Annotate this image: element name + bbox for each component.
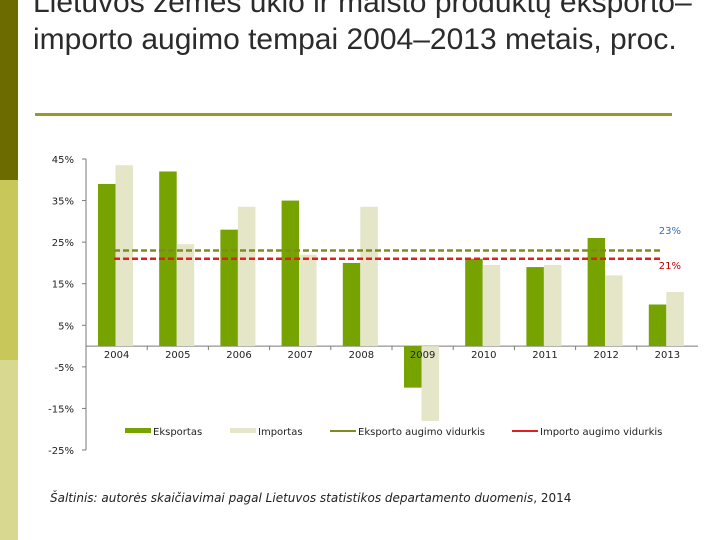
y-tick-label: -5% [55,363,74,374]
avg-label-import: 21% [659,261,681,272]
bar-eksportas-2006 [220,229,238,347]
source-year: , 2014 [533,491,572,505]
source-note: Šaltinis: autorės skaičiavimai pagal Lie… [50,491,571,505]
bar-eksportas-2010 [465,258,483,347]
bar-importas-2013 [666,292,684,347]
side-bar-dark [0,0,18,180]
bar-importas-2009 [421,346,439,421]
legend-label-export-avg: Eksporto augimo vidurkis [358,427,485,438]
bar-eksportas-2007 [281,200,300,347]
bar-eksportas-2009 [404,346,422,388]
avg-label-export: 23% [659,226,681,237]
bar-eksportas-2012 [587,237,606,347]
x-tick-label: 2013 [655,350,680,361]
legend-swatch-import [230,428,256,433]
legend-label-import-avg: Importo augimo vidurkis [540,427,662,438]
bar-importas-2012 [605,275,623,347]
x-tick-label: 2012 [593,350,618,361]
source-text: Šaltinis: autorės skaičiavimai pagal Lie… [50,491,534,505]
legend-label-export: Eksportas [153,427,202,438]
bar-eksportas-2008 [342,262,361,347]
y-tick-label: -25% [48,446,74,457]
y-tick-label: 35% [52,197,74,208]
bar-eksportas-2013 [648,304,667,347]
bar-importas-2004 [115,165,133,347]
y-tick-label: 45% [52,155,74,166]
x-tick-label: 2011 [532,350,557,361]
bar-importas-2008 [360,206,378,347]
bar-eksportas-2005 [159,171,177,347]
y-tick-label: -15% [48,404,74,415]
x-tick-label: 2007 [287,350,312,361]
x-tick-label: 2005 [165,350,190,361]
side-bar-mid [0,180,18,360]
bar-importas-2011 [543,265,562,347]
bar-importas-2010 [482,265,501,347]
x-tick-label: 2006 [226,350,251,361]
side-bar-light [0,360,18,540]
legend-swatch-export [125,428,151,433]
title-underline [35,113,672,116]
x-tick-label: 2004 [104,350,129,361]
y-tick-label: 15% [52,280,74,291]
x-tick-label: 2008 [349,350,374,361]
bar-eksportas-2011 [526,267,544,347]
y-tick-label: 25% [52,238,74,249]
x-tick-label: 2010 [471,350,496,361]
bar-eksportas-2004 [98,183,116,347]
slide-title: Lietuvos žemės ūkio ir maisto produktų e… [33,0,692,56]
x-tick-label: 2009 [410,350,435,361]
bar-importas-2006 [237,206,256,347]
legend-label-import: Importas [258,427,303,438]
y-tick-label: 5% [58,321,74,332]
bar-importas-2005 [176,244,195,347]
bar-importas-2007 [299,254,317,347]
